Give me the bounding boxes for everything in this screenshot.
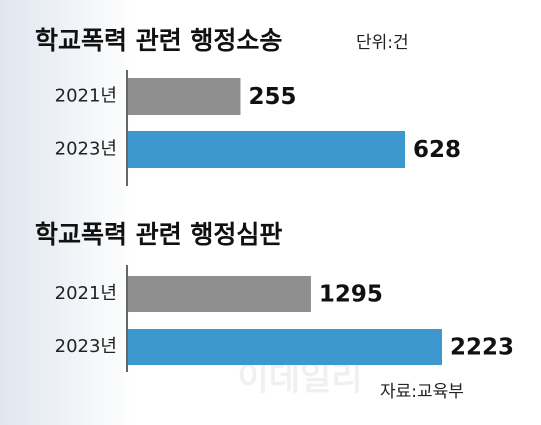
y-tick-label: 2023년 <box>55 336 117 357</box>
source: 자료:교육부 <box>380 382 464 402</box>
chart-title: 학교폭력 관련 행정소송 <box>35 26 282 55</box>
chart-title: 학교폭력 관련 행정심판 <box>35 220 282 249</box>
watermark: 이데일리 <box>237 359 362 399</box>
value-label: 2223 <box>450 335 514 361</box>
bar <box>128 276 311 312</box>
y-tick-label: 2021년 <box>55 86 117 107</box>
value-label: 628 <box>413 137 461 163</box>
chart-subtitle: 단위:건 <box>356 33 409 53</box>
y-tick-label: 2021년 <box>55 283 117 304</box>
bar <box>128 78 241 115</box>
bar <box>128 131 405 168</box>
bar <box>128 329 442 365</box>
value-label: 1295 <box>319 282 383 308</box>
value-label: 255 <box>248 84 296 110</box>
y-tick-label: 2023년 <box>55 139 117 160</box>
